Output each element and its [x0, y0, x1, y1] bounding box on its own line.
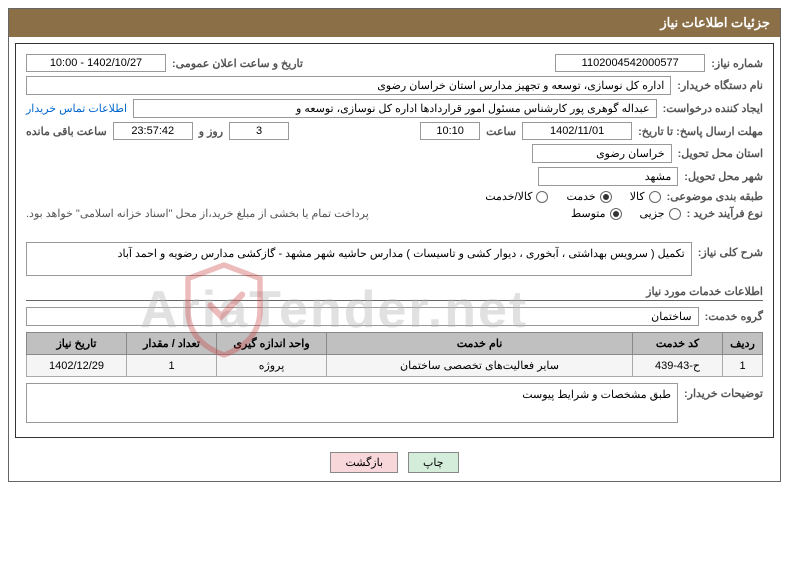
- remaining-label: ساعت باقی مانده: [26, 125, 107, 138]
- need-number-value: 1102004542000577: [555, 54, 705, 72]
- services-table: ردیف کد خدمت نام خدمت واحد اندازه گیری ت…: [26, 332, 763, 377]
- cell-unit: پروژه: [217, 355, 327, 377]
- radio-medium[interactable]: متوسط: [571, 207, 622, 220]
- time-label: ساعت: [486, 125, 516, 138]
- category-label: طبقه بندی موضوعی:: [667, 190, 763, 203]
- radio-goods-service[interactable]: کالا/خدمت: [485, 190, 548, 203]
- th-code: کد خدمت: [633, 333, 723, 355]
- requester-value: عبداله گوهری پور کارشناس مسئول امور قرار…: [133, 99, 657, 118]
- service-group: ساختمان: [26, 307, 699, 326]
- header-title: جزئیات اطلاعات نیاز: [9, 9, 780, 37]
- radio-partial[interactable]: جزیی: [640, 207, 681, 220]
- requester-label: ایجاد کننده درخواست:: [663, 102, 763, 115]
- form-content: شماره نیاز: 1102004542000577 تاریخ و ساع…: [15, 43, 774, 438]
- cell-date: 1402/12/29: [27, 355, 127, 377]
- deliver-province-label: استان محل تحویل:: [678, 147, 763, 160]
- th-date: تاریخ نیاز: [27, 333, 127, 355]
- radio-goods[interactable]: کالا: [630, 190, 661, 203]
- radio-medium-label: متوسط: [571, 207, 606, 220]
- deliver-city: مشهد: [538, 167, 678, 186]
- deadline-label: مهلت ارسال پاسخ: تا تاریخ:: [638, 125, 763, 138]
- days-and-label: روز و: [199, 125, 223, 138]
- process-radio-group: جزیی متوسط: [571, 207, 681, 220]
- deliver-city-label: شهر محل تحویل:: [684, 170, 763, 183]
- contact-link[interactable]: اطلاعات تماس خریدار: [26, 102, 127, 115]
- announce-label: تاریخ و ساعت اعلان عمومی:: [172, 57, 303, 70]
- announce-value: 1402/10/27 - 10:00: [26, 54, 166, 72]
- cell-name: سایر فعالیت‌های تخصصی ساختمان: [327, 355, 633, 377]
- general-desc-label: شرح کلی نیاز:: [698, 242, 763, 259]
- radio-service[interactable]: خدمت: [566, 190, 611, 203]
- cell-code: ح-43-439: [633, 355, 723, 377]
- process-label: نوع فرآیند خرید :: [687, 207, 763, 220]
- deadline-date: 1402/11/01: [522, 122, 632, 140]
- th-qty: تعداد / مقدار: [127, 333, 217, 355]
- main-container: جزئیات اطلاعات نیاز شماره نیاز: 11020045…: [8, 8, 781, 482]
- deadline-time: 10:10: [420, 122, 480, 140]
- services-info-label: اطلاعات خدمات مورد نیاز: [646, 286, 763, 298]
- back-button[interactable]: بازگشت: [330, 452, 398, 473]
- cell-qty: 1: [127, 355, 217, 377]
- need-number-label: شماره نیاز:: [711, 57, 763, 70]
- deliver-province: خراسان رضوی: [532, 144, 672, 163]
- radio-service-label: خدمت: [566, 190, 595, 203]
- service-group-label: گروه خدمت:: [705, 310, 763, 323]
- th-row: ردیف: [723, 333, 763, 355]
- radio-partial-label: جزیی: [640, 207, 665, 220]
- th-unit: واحد اندازه گیری: [217, 333, 327, 355]
- buyer-notes-label: توضیحات خریدار:: [684, 383, 763, 400]
- buyer-notes: طبق مشخصات و شرایط پیوست: [26, 383, 678, 423]
- buyer-org-value: اداره کل نوسازی، توسعه و تجهیز مدارس است…: [26, 76, 671, 95]
- th-name: نام خدمت: [327, 333, 633, 355]
- days-remaining: 3: [229, 122, 289, 140]
- table-row: 1 ح-43-439 سایر فعالیت‌های تخصصی ساختمان…: [27, 355, 763, 377]
- countdown: 23:57:42: [113, 122, 193, 140]
- general-desc: تکمیل ( سرویس بهداشتی ، آبخوری ، دیوار ک…: [26, 242, 692, 276]
- radio-goods-service-label: کالا/خدمت: [485, 190, 532, 203]
- print-button[interactable]: چاپ: [408, 452, 459, 473]
- radio-goods-label: کالا: [630, 190, 645, 203]
- cell-row: 1: [723, 355, 763, 377]
- category-radio-group: کالا خدمت کالا/خدمت: [485, 190, 660, 203]
- button-row: چاپ بازگشت: [9, 444, 780, 481]
- buyer-org-label: نام دستگاه خریدار:: [677, 79, 763, 92]
- payment-note: پرداخت تمام یا بخشی از مبلغ خرید،از محل …: [26, 207, 369, 220]
